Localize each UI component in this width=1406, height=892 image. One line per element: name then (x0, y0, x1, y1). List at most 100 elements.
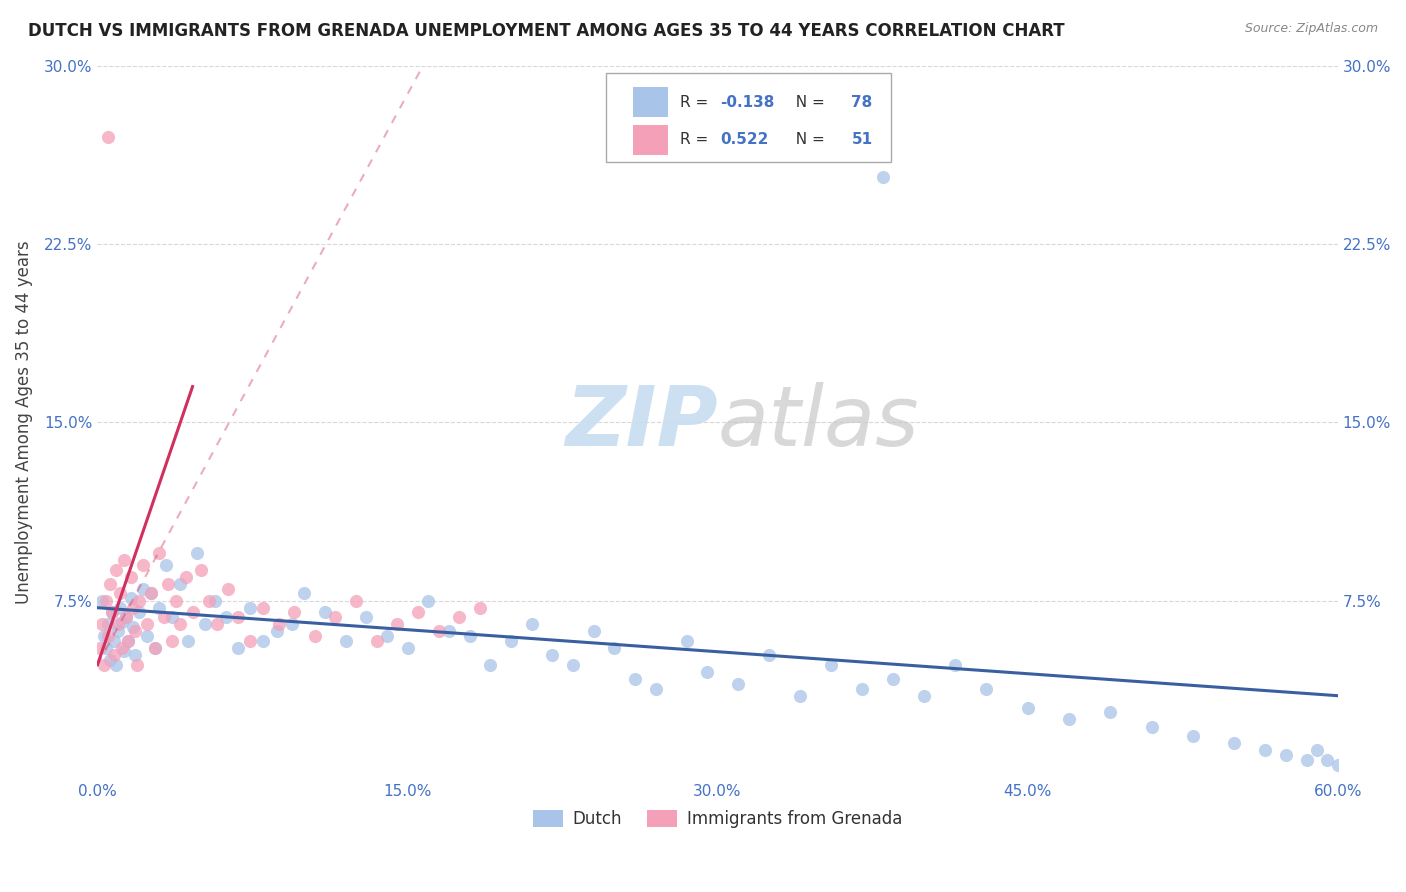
Text: 0.522: 0.522 (720, 132, 769, 147)
Point (111, 615, 134, 629)
Point (1099, 706, 1122, 720)
Point (98, 577, 121, 591)
Point (1254, 743, 1277, 757)
Point (103, 648, 125, 663)
Text: ZIP: ZIP (565, 382, 717, 463)
Point (1181, 729, 1204, 743)
Point (479, 657, 502, 672)
Point (98, 653, 121, 667)
Point (427, 624, 450, 639)
Point (136, 629, 159, 643)
Point (541, 648, 564, 663)
Text: Source: ZipAtlas.com: Source: ZipAtlas.com (1244, 22, 1378, 36)
Point (89, 641, 111, 656)
Point (101, 606, 124, 620)
Point (132, 582, 155, 596)
Point (93, 657, 115, 672)
Point (160, 610, 183, 624)
Point (143, 641, 166, 656)
Text: R =: R = (681, 132, 713, 147)
Point (696, 665, 718, 679)
Point (97, 617, 120, 632)
Point (177, 634, 200, 648)
Point (105, 657, 128, 672)
Point (1017, 700, 1039, 714)
Point (252, 634, 274, 648)
Point (226, 641, 249, 656)
Point (111, 641, 134, 656)
Point (115, 610, 138, 624)
Point (375, 629, 398, 643)
Point (190, 563, 212, 577)
Text: DUTCH VS IMMIGRANTS FROM GRENADA UNEMPLOYMENT AMONG AGES 35 TO 44 YEARS CORRELAT: DUTCH VS IMMIGRANTS FROM GRENADA UNEMPLO… (28, 22, 1064, 40)
Point (107, 624, 129, 639)
Point (115, 610, 138, 624)
Point (128, 593, 150, 607)
Point (148, 546, 170, 560)
Point (644, 681, 666, 696)
Point (851, 681, 873, 696)
Point (974, 681, 997, 696)
Point (789, 689, 811, 703)
Point (128, 606, 150, 620)
Point (292, 586, 315, 600)
Point (266, 624, 288, 639)
Point (269, 617, 291, 632)
Point (1223, 736, 1246, 750)
Point (304, 629, 326, 643)
Text: 78: 78 (852, 95, 873, 110)
Point (882, 672, 904, 686)
Point (121, 620, 143, 634)
Point (418, 593, 440, 607)
FancyBboxPatch shape (633, 125, 668, 155)
Point (143, 641, 166, 656)
Text: 51: 51 (852, 132, 873, 147)
Point (97, 629, 120, 643)
Point (107, 617, 129, 632)
Point (105, 563, 128, 577)
Point (94, 593, 117, 607)
Point (136, 617, 159, 632)
Point (396, 641, 419, 656)
Point (112, 553, 135, 567)
Point (582, 624, 605, 639)
Point (124, 624, 146, 639)
Point (117, 634, 139, 648)
Point (912, 689, 935, 703)
Point (252, 600, 274, 615)
Point (1316, 753, 1339, 767)
FancyBboxPatch shape (606, 73, 891, 161)
Point (603, 641, 626, 656)
Point (406, 606, 429, 620)
Point (152, 610, 174, 624)
Point (90, 617, 112, 632)
Point (226, 610, 249, 624)
Point (281, 617, 304, 632)
FancyBboxPatch shape (633, 87, 668, 118)
Point (283, 606, 305, 620)
Point (148, 600, 170, 615)
Point (1275, 748, 1298, 763)
Point (323, 610, 346, 624)
Point (239, 634, 262, 648)
Point (1306, 743, 1329, 757)
Text: R =: R = (681, 95, 713, 110)
Point (335, 634, 357, 648)
Text: N =: N = (786, 95, 830, 110)
Point (194, 617, 217, 632)
Point (165, 593, 187, 607)
Point (156, 577, 179, 591)
Point (561, 657, 583, 672)
Point (520, 617, 543, 632)
Point (1326, 757, 1348, 772)
Point (141, 586, 163, 600)
Point (385, 617, 408, 632)
Point (758, 648, 780, 663)
Text: -0.138: -0.138 (720, 95, 775, 110)
Point (103, 634, 125, 648)
Point (458, 629, 481, 643)
Point (108, 600, 131, 615)
Point (124, 648, 146, 663)
Point (675, 634, 697, 648)
Point (344, 593, 367, 607)
